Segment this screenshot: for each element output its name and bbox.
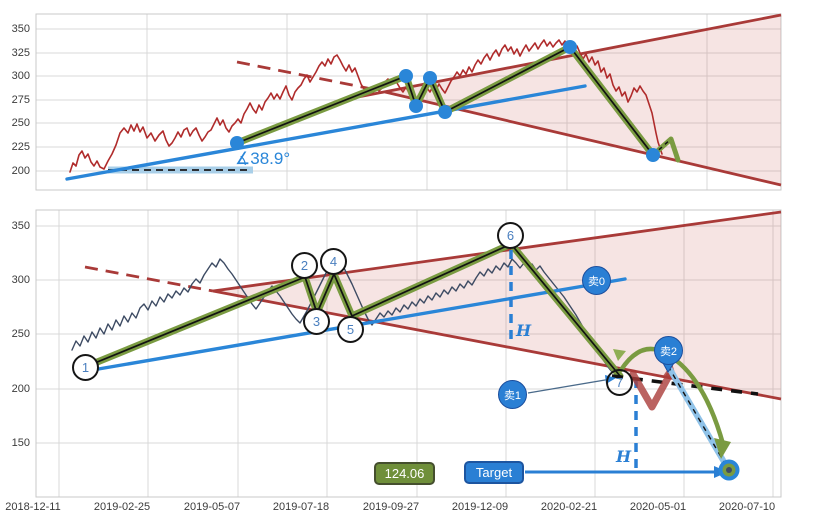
pivot-circle-5: 5: [337, 316, 364, 343]
target-label: Target: [475, 465, 513, 480]
top-wedge-dashed-extension: [236, 60, 373, 91]
x-tick-date: 2019-02-25: [93, 501, 151, 513]
bottom-y-tick: 350: [11, 220, 30, 232]
bottom-y-tick: 300: [11, 274, 30, 286]
sell-marker-2: 卖2: [654, 336, 683, 365]
sell-marker-label: 卖0: [587, 275, 606, 288]
pivot-number: 7: [615, 375, 624, 390]
top-support-trendline: [65, 84, 587, 181]
pivot-circle-4: 4: [320, 248, 347, 275]
top-plot-border: [35, 13, 782, 191]
x-tick-date: 2020-02-21: [540, 501, 598, 513]
pivot-circle-3: 3: [303, 308, 330, 335]
h-measure-label-2: H: [616, 447, 632, 466]
sell-marker-label: 卖1: [503, 389, 522, 402]
x-tick-date: 2019-07-18: [272, 501, 330, 513]
top-y-tick: 325: [11, 47, 30, 59]
pivot-number: 5: [346, 322, 355, 337]
red-v-reversal: [629, 370, 673, 411]
h-measure-label-1: H: [516, 321, 532, 340]
bottom-wedge-dashed-extension: [84, 265, 214, 293]
pivot-number: 6: [506, 228, 515, 243]
target-dot-center: [726, 467, 732, 473]
top-pivot-dot: [399, 69, 413, 83]
price-target-value-box: 124.06: [374, 462, 435, 485]
x-tick-date: 2019-12-09: [451, 501, 509, 513]
angle-annotation: ∡38.9°: [235, 149, 291, 168]
top-y-tick: 225: [11, 141, 30, 153]
top-pivot-dot: [646, 148, 660, 162]
top-y-tick: 250: [11, 117, 30, 129]
top-y-tick: 350: [11, 23, 30, 35]
bottom-y-tick: 250: [11, 328, 30, 340]
top-pivot-dot: [409, 99, 423, 113]
top-y-tick: 300: [11, 70, 30, 82]
pivot-number: 3: [312, 314, 321, 329]
top-pivot-dot: [563, 40, 577, 54]
x-tick-date: 2020-05-01: [629, 501, 687, 513]
pivot-circle-1: 1: [72, 354, 99, 381]
bottom-y-tick: 150: [11, 437, 30, 449]
top-wedge-fill: [385, 15, 781, 185]
pivot-circle-7: 7: [606, 369, 633, 396]
price-target-value: 124.06: [384, 466, 425, 481]
x-tick-date: 2020-07-10: [718, 501, 776, 513]
bottom-y-tick: 200: [11, 383, 30, 395]
pivot-number: 4: [329, 254, 338, 269]
pivot-circle-2: 2: [291, 252, 318, 279]
target-box: Target: [464, 461, 524, 484]
green-bounce-arrowhead: [613, 349, 626, 361]
x-tick-date: 2019-09-27: [362, 501, 420, 513]
sell-marker-label: 卖2: [659, 345, 678, 358]
top-pivot-dot: [438, 105, 452, 119]
pivot-circle-6: 6: [497, 222, 524, 249]
pivot-number: 1: [81, 360, 90, 375]
green-projection-arrowhead: [714, 438, 731, 459]
bottom-plot-border: [35, 209, 782, 498]
sell1-pointer-line: [527, 378, 612, 394]
top-pivot-dot: [230, 136, 244, 150]
top-y-tick: 275: [11, 94, 30, 106]
x-tick-date: 2019-05-07: [183, 501, 241, 513]
pivot-number: 2: [300, 258, 309, 273]
sell2-projection-band: [665, 363, 730, 470]
sell-marker-1: 卖1: [498, 380, 527, 409]
x-tick-date: 2018-12-11: [5, 501, 61, 513]
top-pivot-dot: [423, 71, 437, 85]
sell-marker-0: 卖0: [582, 266, 611, 295]
top-y-tick: 200: [11, 165, 30, 177]
